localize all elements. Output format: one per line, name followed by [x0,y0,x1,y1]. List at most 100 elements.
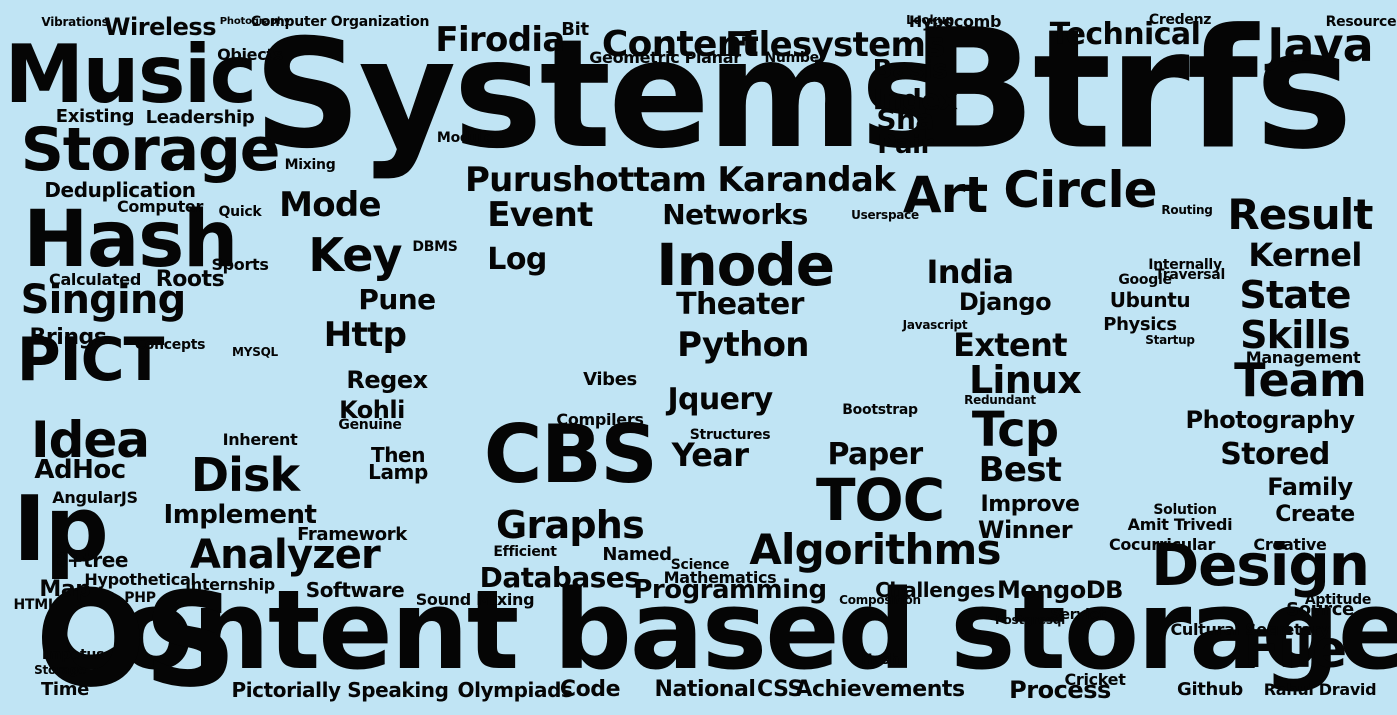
word-challenges: Challenges [875,578,995,602]
word-year: Year [671,436,749,474]
word-objects: Objects [217,45,283,64]
word-cbs: CBS [483,408,658,501]
word-bootstrap: Bootstrap [842,402,918,418]
word-geometric-planar: Geometric Planar [589,48,741,67]
word-content-based-storage: Content based storage [39,566,1397,694]
word-startup: Startup [1145,333,1195,347]
word-code: Code [559,677,621,702]
word-hash: Hash [23,195,238,285]
word-sha: Sha [876,103,934,136]
word-cultural-secretary: Cultural Secretary [1170,620,1330,639]
word-file: File [1243,620,1347,680]
word-pune: Pune [358,283,436,316]
word-ip: Ip [12,477,109,582]
word-disk: Disk [190,448,300,502]
word-genuine: Genuine [338,417,402,433]
word-internship: Internship [185,575,275,594]
word-userspace: Userspace [851,208,919,222]
word-named: Named [602,544,672,565]
word-graphs: Graphs [496,503,645,547]
word-improve: Improve [980,492,1080,517]
word-pair: Pair [877,130,933,160]
word-process: Process [1009,676,1111,704]
word-sound-mixing: Sound Mixing [415,590,535,609]
word-jquery: Jquery [667,382,773,417]
word-leadership: Leadership [145,107,255,128]
word-vibes: Vibes [583,369,637,390]
word-existing: Existing [55,106,135,127]
word-then: Then [370,443,426,467]
word-programming: Programming [633,575,827,605]
word-source: Source [1286,599,1354,620]
word-inherent: Inherent [222,430,298,449]
word-computer-organization: Computer Organization [250,14,430,30]
word-analyzer: Analyzer [190,532,381,578]
word-systems: Systems [253,8,949,182]
word-mysql: MYSQL [232,345,278,359]
word-singing: Singing [20,277,187,323]
word-btrfs: Btrfs [910,0,1353,186]
word-mixing: Mixing [284,157,336,173]
word-credenz: Credenz [1148,12,1212,28]
word-mongodb: MongoDB [997,576,1123,604]
word-traversal: Traversal [1155,267,1225,283]
word-olympiads: Olympiads [457,678,573,702]
word-filesystems: Filesystems [725,25,945,65]
word-storage: Storage [34,663,86,677]
word-creative: Creative [1253,535,1327,554]
word-os: OS [35,564,238,715]
word-github: Github [1177,679,1243,700]
word-javascript: Javascript [902,318,968,332]
word-toc: TOC [816,466,945,534]
word-compilers: Compilers [556,410,644,429]
word-algorithms: Algorithms [749,525,1001,574]
word-pict: PICT [16,325,165,395]
word-log: Log [487,242,547,277]
word-storage: Storage [20,115,281,185]
word-cocurricular: Cocurricular [1108,535,1216,554]
word-brings: Brings [29,325,107,350]
word-design: Design [1151,531,1370,599]
word-routing: Routing [1161,203,1213,217]
word-module: Module [436,130,494,146]
word-tcp: Tcp [971,402,1059,458]
word-family: Family [1267,473,1353,501]
word-stored: Stored [1220,437,1330,472]
word-calculated: Calculated [49,270,141,289]
word-paper: Paper [827,437,923,472]
word-redundant: Redundant [964,393,1036,407]
word-quick: Quick [218,204,262,220]
word-regex: Regex [346,366,428,394]
word-databases: Databases [479,561,641,594]
word-hypothetical: Hypothetical [84,570,196,589]
word-servlet: Servlet [1050,607,1106,623]
word-lamp: Lamp [368,460,428,484]
word-structures: Structures [689,427,771,443]
word-index: Index [872,83,958,116]
word-winner: Winner [977,516,1073,544]
word-amit-trivedi: Amit Trivedi [1127,515,1233,534]
word-idea: Idea [30,411,150,469]
word-team: Team [1234,353,1367,407]
word-result: Result [1227,190,1373,239]
word-achievements: Achievements [795,677,965,702]
word-aptitude: Aptitude [1304,592,1372,608]
word-computer: Computer [116,197,204,216]
word-deduplication: Deduplication [44,178,196,202]
word-software: Software [305,578,405,602]
word-sports: Sports [211,255,269,274]
word-html: HTML [13,597,57,613]
word-solution: Solution [1153,502,1217,518]
word-networks: Networks [662,198,808,231]
word-lookup: Lookup [906,13,954,27]
word-india: India [926,253,1015,291]
word-theater: Theater [676,287,804,322]
word-bit: Bit [561,19,589,40]
word-google: Google [1118,272,1172,288]
word-number: Number [764,50,826,66]
word-inode: Inode [656,231,835,299]
word-b-tree: B+tree [51,548,129,572]
word-skills: Skills [1240,313,1351,357]
word-roots: Roots [155,267,225,292]
word-linux: Linux [968,358,1082,402]
